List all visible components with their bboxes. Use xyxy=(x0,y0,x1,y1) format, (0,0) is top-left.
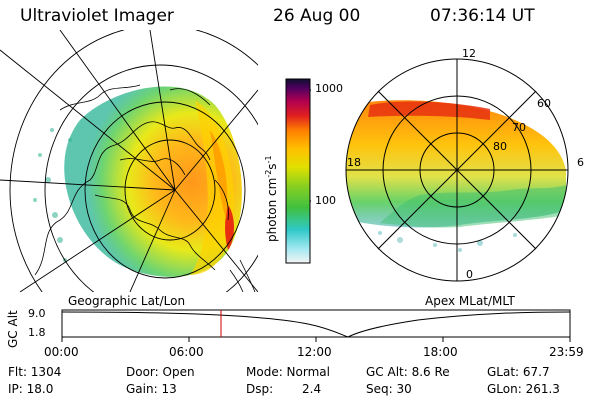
altitude-xtick-0: 00:00 xyxy=(44,345,79,359)
altitude-xtick-2: 12:00 xyxy=(297,345,332,359)
altitude-xtick-4: 23:59 xyxy=(549,345,584,359)
glon-value: GLon: 261.3 xyxy=(487,382,560,396)
instrument-title: Ultraviolet Imager xyxy=(20,6,174,26)
seq-value: Seq: 30 xyxy=(366,382,412,396)
gc-alt-value: GC Alt: 8.6 Re xyxy=(366,365,450,379)
apex-lat-80-label: 80 xyxy=(493,140,507,153)
geographic-image xyxy=(0,30,258,292)
apex-mlt-18-label: 18 xyxy=(347,156,361,169)
colorbar-unit-label: photon cm-2s-1 xyxy=(264,155,279,242)
apex-lat-60-label: 60 xyxy=(537,97,551,110)
door-status: Door: Open xyxy=(126,365,195,379)
altitude-ylabel: GC Alt xyxy=(6,310,20,348)
date-label: 26 Aug 00 xyxy=(273,6,361,26)
colorbar-tick-100: 100 xyxy=(315,194,336,207)
flight-number: Flt: 1304 xyxy=(8,365,62,379)
glat-value: GLat: 67.7 xyxy=(487,365,550,379)
apex-panel-label: Apex MLat/MLT xyxy=(425,294,515,308)
color-scale-bar xyxy=(285,78,311,264)
apex-mlt-0-label: 0 xyxy=(466,268,473,281)
ip-value: IP: 18.0 xyxy=(8,382,54,396)
altitude-xtick-3: 18:00 xyxy=(423,345,458,359)
apex-mlt-12-label: 12 xyxy=(462,47,476,60)
altitude-plot xyxy=(61,309,571,342)
time-label: 07:36:14 UT xyxy=(430,6,535,26)
apex-mlt-6-label: 6 xyxy=(577,156,584,169)
apex-polar-plot xyxy=(345,58,569,282)
altitude-ytick-high: 9.0 xyxy=(28,307,46,320)
gain-value: Gain: 13 xyxy=(126,382,177,396)
colorbar-tick-1000: 1000 xyxy=(315,82,343,95)
altitude-xtick-1: 06:00 xyxy=(169,345,204,359)
altitude-ytick-low: 1.8 xyxy=(28,326,46,339)
dsp-value: 2.4 xyxy=(302,382,322,396)
dsp-label: Dsp: xyxy=(246,382,274,396)
mode-value: Mode: Normal xyxy=(246,365,330,379)
geographic-panel-label: Geographic Lat/Lon xyxy=(68,294,186,308)
altitude-curve xyxy=(61,311,571,338)
apex-lat-70-label: 70 xyxy=(512,121,526,134)
